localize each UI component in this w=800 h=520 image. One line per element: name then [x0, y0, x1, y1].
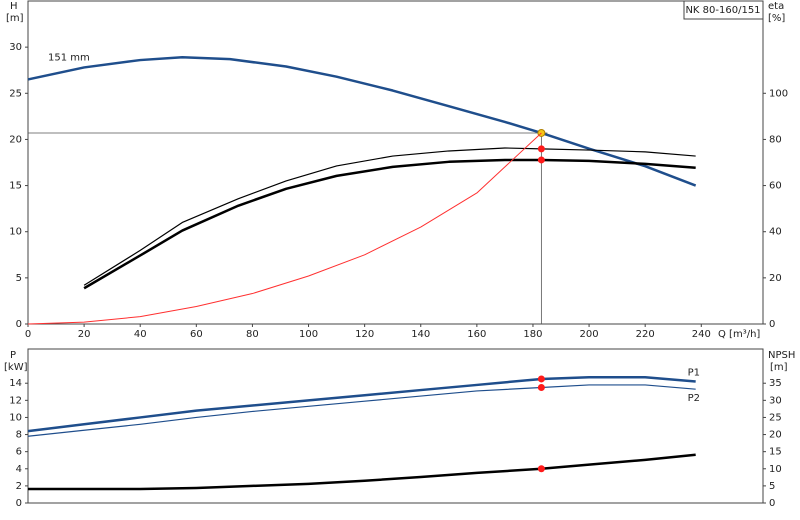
x-tick-label: 60 [190, 329, 203, 340]
x-tick-label: 240 [692, 329, 711, 340]
y2-tick-label: 20 [769, 430, 782, 441]
y-label: P [10, 350, 16, 361]
y2-label: eta [768, 1, 784, 12]
y2-unit: [m] [770, 362, 788, 373]
series-line [27, 56, 697, 187]
x-label: Q [m³/h] [718, 329, 760, 340]
y-tick-label: 20 [9, 134, 22, 145]
x-tick-label: 80 [246, 329, 259, 340]
y2-tick-label: 35 [769, 378, 782, 389]
y2-tick-label: 0 [769, 498, 775, 509]
x-tick-label: 20 [78, 329, 91, 340]
y-tick-label: 8 [16, 430, 22, 441]
duty-point [537, 375, 545, 383]
y2-tick-label: 30 [769, 395, 782, 406]
y2-tick-label: 40 [769, 227, 782, 238]
y-tick-label: 6 [16, 447, 22, 458]
y-tick-label: 30 [9, 42, 22, 53]
y-tick-label: 5 [16, 273, 22, 284]
x-tick-label: 140 [411, 329, 430, 340]
y-unit: [kW] [4, 362, 28, 373]
y-tick-label: 0 [16, 498, 22, 509]
x-tick-label: 0 [25, 329, 31, 340]
y2-tick-label: 20 [769, 273, 782, 284]
x-tick-label: 120 [355, 329, 374, 340]
y-tick-label: 2 [16, 481, 22, 492]
duty-point [537, 465, 545, 473]
series-line [83, 158, 696, 290]
y-tick-label: 12 [9, 395, 22, 406]
duty-point [537, 156, 545, 164]
series-line [27, 384, 696, 437]
legend-box [683, 0, 764, 20]
y-tick-label: 4 [16, 464, 22, 475]
y-tick-label: 0 [16, 319, 22, 330]
series-line [28, 453, 696, 491]
x-tick-label: 220 [636, 329, 655, 340]
series-line [83, 147, 696, 286]
y2-tick-label: 25 [769, 412, 782, 423]
chart-title: NK 80-160/151 [685, 5, 760, 16]
x-tick-label: 200 [580, 329, 599, 340]
x-tick-label: 160 [467, 329, 486, 340]
y-tick-label: 15 [9, 181, 22, 192]
y-tick-label: 14 [9, 378, 22, 389]
duty-point [537, 384, 545, 391]
series-label: P1 [688, 368, 700, 379]
series-line [27, 375, 696, 433]
x-tick-label: 180 [523, 329, 542, 340]
x-tick-label: 100 [299, 329, 318, 340]
y2-label: NPSH [768, 350, 795, 361]
y-tick-label: 10 [9, 412, 22, 423]
x-tick-label: 40 [134, 329, 147, 340]
y-tick-label: 25 [9, 88, 22, 99]
y2-tick-label: 80 [769, 134, 782, 145]
plot-frame [27, 348, 764, 504]
duty-point [537, 145, 545, 153]
y-tick-label: 10 [9, 227, 22, 238]
series-label: 151 mm [48, 52, 90, 63]
y2-tick-label: 5 [769, 481, 775, 492]
y2-unit: [%] [768, 13, 785, 24]
series-line [27, 132, 542, 325]
y2-tick-label: 60 [769, 181, 782, 192]
series-label: P2 [688, 393, 700, 404]
y-label: H [10, 1, 18, 12]
plot-frame [27, 0, 764, 325]
y2-tick-label: 0 [769, 319, 775, 330]
y2-tick-label: 10 [769, 464, 782, 475]
y2-tick-label: 15 [769, 447, 782, 458]
y2-tick-label: 100 [769, 88, 788, 99]
y-unit: [m] [6, 13, 24, 24]
